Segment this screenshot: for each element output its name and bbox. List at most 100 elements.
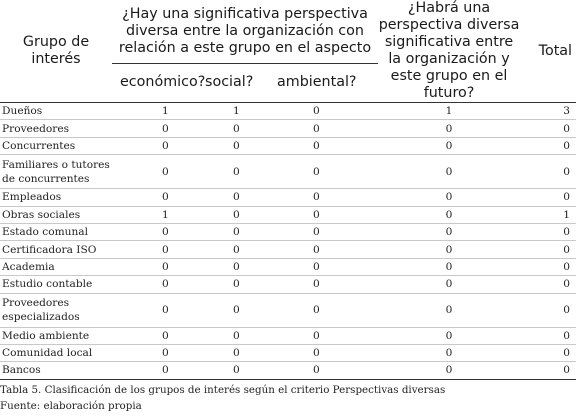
cell-future: 0 <box>378 275 521 294</box>
cell-social: 0 <box>203 344 263 363</box>
cell-future: 0 <box>378 154 521 190</box>
row-group-name: Proveedores <box>0 119 112 138</box>
row-group-name: Medio ambiente <box>0 327 112 345</box>
cell-environmental: 0 <box>263 275 379 294</box>
cell-economic: 0 <box>112 293 203 328</box>
table-row: Bancos 0 0 0 0 0 <box>0 361 577 380</box>
cell-environmental: 0 <box>263 188 379 207</box>
table-row: Empleados 0 0 0 0 0 <box>0 188 577 207</box>
row-group-name: Estudio contable <box>0 275 112 294</box>
cell-social: 0 <box>203 119 263 138</box>
cell-future: 0 <box>378 293 521 328</box>
cell-environmental: 0 <box>263 258 379 277</box>
table-row: Academia 0 0 0 0 0 <box>0 258 577 277</box>
cell-future: 0 <box>378 327 521 345</box>
table-row: Comunidad local 0 0 0 0 0 <box>0 344 577 363</box>
header-total: Total <box>520 0 577 103</box>
cell-future: 0 <box>378 206 521 224</box>
cell-environmental: 0 <box>263 240 379 259</box>
row-group-name: Obras sociales <box>0 206 112 224</box>
cell-economic: 0 <box>112 119 203 138</box>
cell-total: 0 <box>520 275 577 294</box>
cell-future: 0 <box>378 258 521 277</box>
header-aspect-social: social? <box>203 63 263 104</box>
cell-total: 0 <box>520 137 577 156</box>
header-group: Grupo de interés <box>0 0 112 103</box>
row-group-name: Concurrentes <box>0 137 112 156</box>
cell-social: 0 <box>203 188 263 207</box>
row-group-name: Bancos <box>0 361 112 380</box>
cell-social: 0 <box>203 258 263 277</box>
cell-future: 0 <box>378 344 521 363</box>
cell-environmental: 0 <box>263 293 379 328</box>
cell-future: 0 <box>378 188 521 207</box>
cell-economic: 0 <box>112 344 203 363</box>
row-group-name: Familiares o tutores de concurrentes <box>0 154 112 190</box>
row-group-name: Empleados <box>0 188 112 207</box>
table-row: Obras sociales 1 0 0 0 1 <box>0 206 577 224</box>
table-body: Dueños 1 1 0 1 3 Proveedores 0 0 0 0 0 Concurrentes 0… <box>0 102 577 380</box>
row-group-name: Certificadora ISO <box>0 240 112 259</box>
cell-economic: 0 <box>112 188 203 207</box>
cell-social: 0 <box>203 137 263 156</box>
cell-total: 0 <box>520 293 577 328</box>
cell-total: 0 <box>520 119 577 138</box>
cell-total: 0 <box>520 327 577 345</box>
cell-social: 0 <box>203 293 263 328</box>
cell-environmental: 0 <box>263 206 379 224</box>
cell-social: 1 <box>203 102 263 121</box>
cell-economic: 0 <box>112 327 203 345</box>
cell-economic: 0 <box>112 137 203 156</box>
row-group-name: Proveedores especializados <box>0 293 112 328</box>
cell-future: 0 <box>378 223 521 242</box>
cell-total: 1 <box>520 206 577 224</box>
cell-social: 0 <box>203 223 263 242</box>
cell-social: 0 <box>203 154 263 190</box>
table-row: Concurrentes 0 0 0 0 0 <box>0 137 577 156</box>
cell-economic: 0 <box>112 361 203 380</box>
cell-economic: 0 <box>112 240 203 259</box>
cell-future: 0 <box>378 119 521 138</box>
cell-environmental: 0 <box>263 361 379 380</box>
cell-total: 0 <box>520 240 577 259</box>
header-aspect-economic: económico? <box>112 63 205 104</box>
cell-social: 0 <box>203 327 263 345</box>
cell-economic: 0 <box>112 154 203 190</box>
cell-economic: 1 <box>112 206 203 224</box>
table-row: Proveedores 0 0 0 0 0 <box>0 119 577 138</box>
cell-economic: 0 <box>112 275 203 294</box>
cell-environmental: 0 <box>263 102 379 121</box>
cell-total: 0 <box>520 344 577 363</box>
table-row: Dueños 1 1 0 1 3 <box>0 102 577 121</box>
cell-future: 0 <box>378 137 521 156</box>
caption-title: Tabla 5. Clasificación de los grupos de … <box>0 384 446 396</box>
header-question-future: ¿Habrá una perspectiva diversa significa… <box>378 0 521 103</box>
cell-economic: 1 <box>112 102 203 121</box>
cell-social: 0 <box>203 361 263 380</box>
cell-economic: 0 <box>112 223 203 242</box>
cell-total: 0 <box>520 154 577 190</box>
stakeholder-table: Grupo de interés ¿Hay una significativa … <box>0 0 577 380</box>
cell-total: 0 <box>520 188 577 207</box>
cell-environmental: 0 <box>263 154 379 190</box>
header-aspect-environmental: ambiental? <box>263 63 379 104</box>
row-group-name: Estado comunal <box>0 223 112 242</box>
cell-future: 1 <box>378 102 521 121</box>
cell-future: 0 <box>378 361 521 380</box>
table-row: Estado comunal 0 0 0 0 0 <box>0 223 577 242</box>
table-row: Familiares o tutores de concurrentes 0 0 0 0… <box>0 154 577 190</box>
table-row: Medio ambiente 0 0 0 0 0 <box>0 327 577 345</box>
table-row: Estudio contable 0 0 0 0 0 <box>0 275 577 294</box>
cell-future: 0 <box>378 240 521 259</box>
cell-environmental: 0 <box>263 137 379 156</box>
header-question-current: ¿Hay una significativa perspectiva diver… <box>112 0 379 64</box>
cell-environmental: 0 <box>263 327 379 345</box>
cell-social: 0 <box>203 240 263 259</box>
table-row: Certificadora ISO 0 0 0 0 0 <box>0 240 577 259</box>
cell-social: 0 <box>203 275 263 294</box>
caption-source: Fuente: elaboración propia <box>0 399 142 412</box>
table-row: Proveedores especializados 0 0 0 0 0 <box>0 293 577 328</box>
cell-economic: 0 <box>112 258 203 277</box>
cell-total: 0 <box>520 258 577 277</box>
cell-total: 0 <box>520 361 577 380</box>
